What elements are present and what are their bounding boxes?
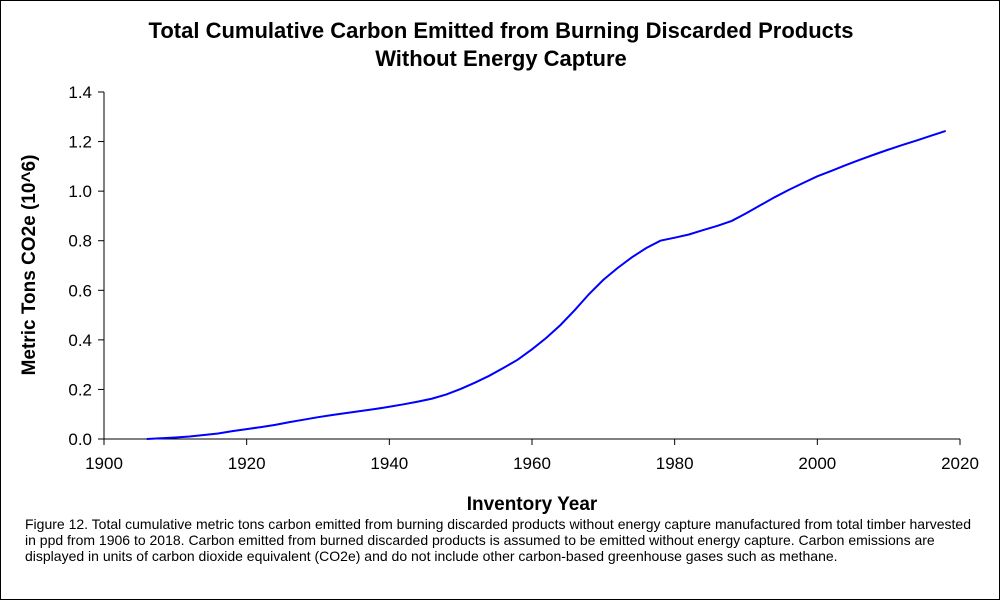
x-tick-label: 1980 bbox=[656, 454, 694, 473]
y-tick-label: 0.0 bbox=[68, 430, 92, 449]
chart-subtitle: Without Energy Capture bbox=[375, 46, 627, 71]
x-tick-label: 1920 bbox=[228, 454, 266, 473]
x-tick-label: 1940 bbox=[370, 454, 408, 473]
chart-title: Total Cumulative Carbon Emitted from Bur… bbox=[148, 18, 854, 43]
y-tick-label: 0.8 bbox=[68, 232, 92, 251]
figure-caption: Figure 12. Total cumulative metric tons … bbox=[25, 516, 971, 564]
y-tick-label: 1.2 bbox=[68, 133, 92, 152]
x-tick-label: 2020 bbox=[941, 454, 979, 473]
y-tick-label: 0.6 bbox=[68, 281, 92, 300]
y-tick-label: 0.2 bbox=[68, 380, 92, 399]
y-tick-label: 1.0 bbox=[68, 182, 92, 201]
y-axis-label: Metric Tons CO2e (10^6) bbox=[19, 155, 40, 376]
x-tick-label: 1900 bbox=[85, 454, 123, 473]
x-tick-label: 2000 bbox=[798, 454, 836, 473]
series-line bbox=[146, 129, 947, 440]
y-tick-label: 1.4 bbox=[68, 83, 92, 102]
x-axis-label: Inventory Year bbox=[467, 494, 598, 515]
x-ticks: 1900 1920 1940 1960 1980 2000 2020 bbox=[85, 439, 979, 473]
y-tick-label: 0.4 bbox=[68, 331, 92, 350]
y-ticks: 0.0 0.2 0.4 0.6 0.8 1.0 1.2 1.4 bbox=[68, 83, 104, 449]
x-tick-label: 1960 bbox=[513, 454, 551, 473]
